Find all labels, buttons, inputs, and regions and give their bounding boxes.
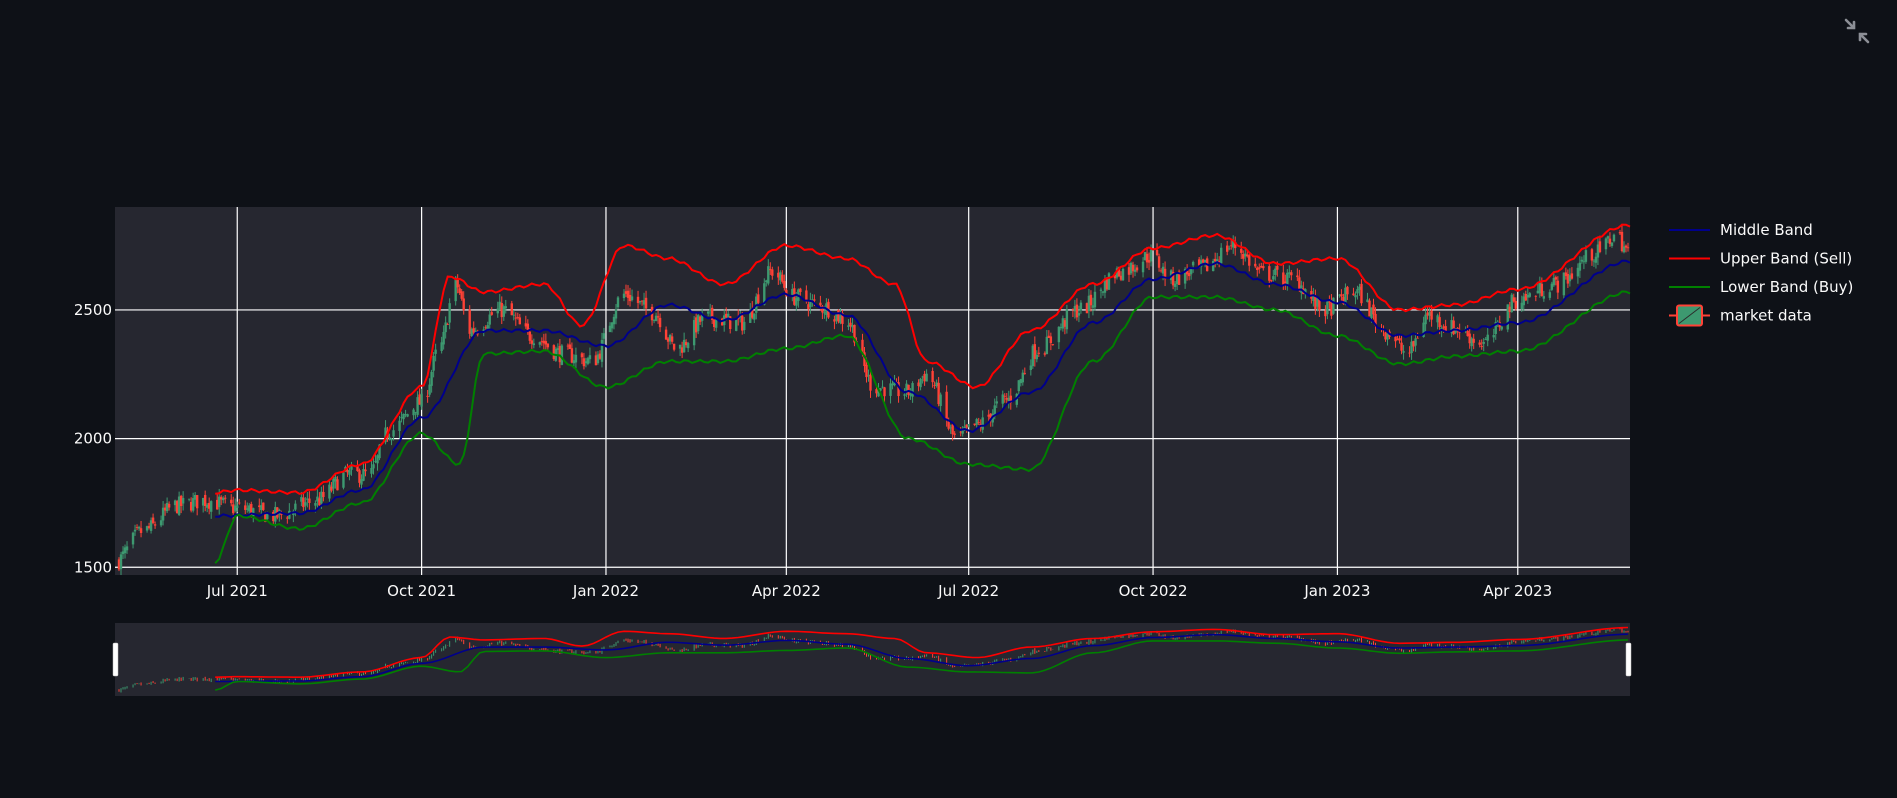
legend-label: Lower Band (Buy)	[1720, 278, 1853, 296]
legend-item[interactable]: Lower Band (Buy)	[1669, 278, 1853, 296]
x-tick-label: Jul 2022	[937, 582, 999, 600]
x-tick-label: Jul 2021	[206, 582, 268, 600]
legend-label: market data	[1720, 307, 1812, 325]
range-slider-left-handle[interactable]	[112, 642, 119, 677]
exit-fullscreen-icon	[1844, 18, 1870, 44]
x-tick-label: Apr 2023	[1483, 582, 1552, 600]
legend-swatch-mark	[1678, 307, 1701, 324]
legend-item[interactable]: Middle Band	[1669, 221, 1813, 239]
legend[interactable]: Middle Band Upper Band (Sell) Lower Band (…	[1669, 221, 1853, 327]
x-tick-label: Apr 2022	[752, 582, 821, 600]
slider-middle-band-line	[215, 633, 1629, 683]
legend-item[interactable]: market data	[1669, 304, 1812, 327]
x-axis: Jul 2021 Oct 2021 Jan 2022 Apr 2022 Jul 2022…	[206, 582, 1553, 600]
x-tick-label: Oct 2022	[1119, 582, 1188, 600]
y-axis: 1500 2000 2500	[74, 301, 112, 576]
y-tick-label: 2000	[74, 430, 112, 448]
x-tick-label: Jan 2023	[1303, 582, 1370, 600]
range-slider-right-handle[interactable]	[1625, 642, 1632, 677]
legend-label: Middle Band	[1720, 221, 1813, 239]
range-slider[interactable]	[112, 623, 1632, 696]
legend-item[interactable]: Upper Band (Sell)	[1669, 250, 1852, 268]
y-tick-label: 2500	[74, 301, 112, 319]
plot-area[interactable]	[115, 207, 1630, 575]
range-slider-background[interactable]	[115, 623, 1630, 696]
x-tick-label: Jan 2022	[572, 582, 639, 600]
slider-upper-band-line	[215, 626, 1629, 678]
exit-fullscreen-button[interactable]	[1842, 16, 1872, 46]
slider-lower-band-line	[214, 639, 1629, 691]
x-tick-label: Oct 2021	[387, 582, 456, 600]
legend-label: Upper Band (Sell)	[1720, 250, 1852, 268]
y-tick-label: 1500	[74, 558, 112, 576]
